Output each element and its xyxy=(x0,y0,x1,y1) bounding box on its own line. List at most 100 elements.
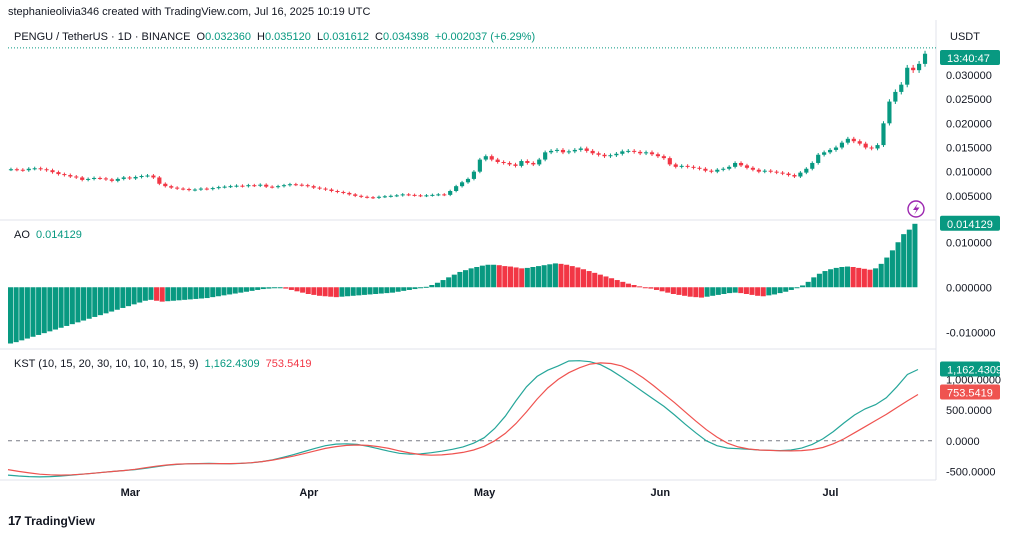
candle xyxy=(501,160,506,165)
ao-bar xyxy=(507,266,513,288)
candle xyxy=(507,161,512,167)
candle xyxy=(281,183,287,188)
ao-bar xyxy=(676,287,682,295)
ao-bar xyxy=(805,281,811,288)
ao-bar xyxy=(260,287,266,290)
ao-bar xyxy=(232,287,238,294)
ao-bar xyxy=(114,287,120,310)
candle xyxy=(103,176,109,181)
ao-bar xyxy=(125,287,132,307)
candle xyxy=(186,187,192,192)
ao-bar xyxy=(558,263,564,288)
candle xyxy=(572,148,577,154)
ao-bar xyxy=(760,287,766,297)
candle xyxy=(436,193,441,197)
ao-bar xyxy=(479,265,485,288)
candle xyxy=(721,167,726,172)
ao-bar xyxy=(221,287,227,296)
ao-bar xyxy=(148,287,154,300)
ao-bar xyxy=(389,287,396,293)
alert-bolt-icon[interactable] xyxy=(907,200,925,218)
ao-bar xyxy=(30,287,36,337)
candle xyxy=(275,184,281,189)
price-tick-label: 0.005000 xyxy=(946,191,992,203)
ao-bar xyxy=(721,287,727,294)
ao-bar xyxy=(895,242,901,288)
kst-tick-label: 0.0000 xyxy=(946,436,980,448)
ao-bar xyxy=(255,287,261,290)
candle xyxy=(115,177,120,183)
ao-bar xyxy=(704,287,710,297)
ao-bar xyxy=(743,287,749,294)
kst-value: 1,162.4309 xyxy=(204,358,260,370)
candle xyxy=(887,99,892,126)
candle xyxy=(44,167,49,172)
candle xyxy=(614,152,619,157)
ao-bar xyxy=(81,287,87,321)
ao-bar xyxy=(816,273,822,288)
ao-bar xyxy=(19,287,25,341)
ao-histogram xyxy=(8,223,918,344)
candle xyxy=(489,154,494,162)
ao-bar xyxy=(513,267,519,288)
ao-bar xyxy=(592,272,598,288)
candle xyxy=(543,150,548,162)
kst-signal-value: 753.5419 xyxy=(265,358,312,370)
ao-bar xyxy=(103,287,109,314)
ao-bar xyxy=(159,287,165,302)
ao-bar xyxy=(75,287,81,323)
ao-bar xyxy=(198,287,205,299)
ao-bar xyxy=(378,287,384,294)
candle xyxy=(68,173,73,178)
candle xyxy=(519,159,524,168)
chart-caption: stephanieolivia346 created with TradingV… xyxy=(8,6,371,18)
ao-bar xyxy=(249,287,255,291)
candle xyxy=(655,152,661,158)
ao-bar xyxy=(541,265,547,288)
ao-bar xyxy=(41,287,47,334)
candle xyxy=(26,167,31,172)
ao-bar xyxy=(13,287,19,343)
candle xyxy=(252,183,257,188)
candle xyxy=(62,172,67,177)
ao-bar xyxy=(52,287,58,330)
candle xyxy=(234,184,239,188)
ao-bar xyxy=(710,287,716,296)
candle xyxy=(448,189,453,197)
candle xyxy=(8,167,14,172)
ao-bar xyxy=(356,287,362,296)
candle xyxy=(204,187,209,191)
candle xyxy=(424,194,429,198)
x-tick-label: Jul xyxy=(823,487,839,499)
ao-bar xyxy=(69,287,75,325)
ao-bar xyxy=(457,271,463,288)
candle xyxy=(323,187,328,191)
kst-lines xyxy=(7,360,936,478)
ao-name[interactable]: AO xyxy=(14,229,30,241)
candle xyxy=(305,183,310,188)
kst-signal-line xyxy=(7,362,919,476)
ao-bar xyxy=(92,287,98,317)
kst-name[interactable]: KST (10, 15, 20, 30, 10, 10, 10, 15, 9) xyxy=(14,358,199,370)
candle xyxy=(14,167,19,172)
candle xyxy=(471,170,477,181)
candle xyxy=(816,153,821,165)
ao-bar xyxy=(463,270,469,288)
x-tick-label: Jun xyxy=(650,487,670,499)
ao-bar xyxy=(288,287,294,290)
symbol-label[interactable]: PENGU / TetherUS · 1D · BINANCE xyxy=(14,31,191,43)
candle xyxy=(709,169,714,174)
candle xyxy=(246,183,251,188)
ao-bar xyxy=(182,287,188,300)
ao-bar xyxy=(811,277,817,288)
candle xyxy=(74,175,79,179)
price-tick-label: 0.030000 xyxy=(946,70,992,82)
ao-bar xyxy=(620,281,626,288)
close-key: C xyxy=(375,31,383,43)
candle xyxy=(554,148,560,153)
ao-bar xyxy=(687,287,693,297)
ao-bar xyxy=(120,287,126,308)
ao-bar xyxy=(580,269,587,288)
candle xyxy=(531,161,536,167)
